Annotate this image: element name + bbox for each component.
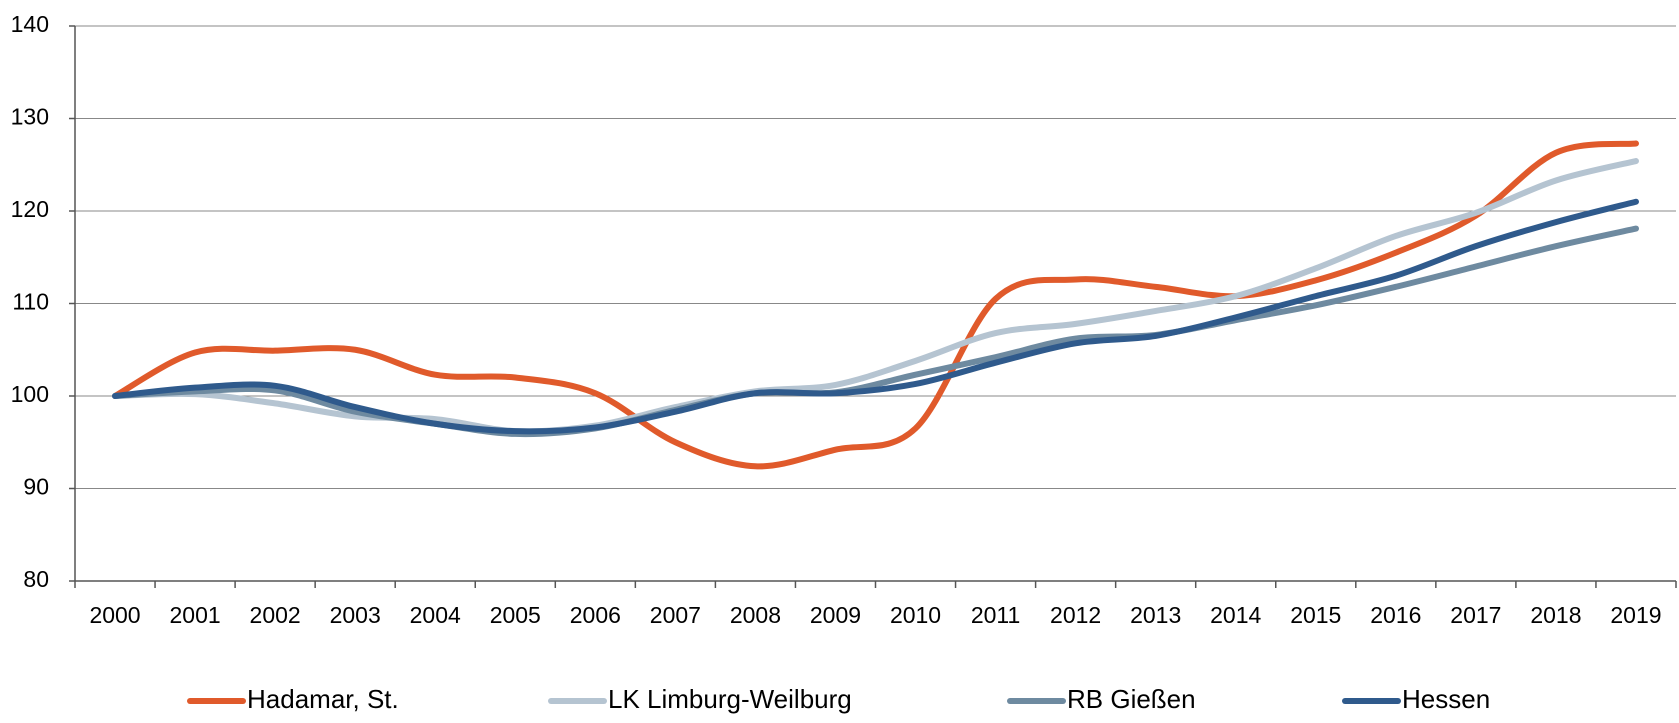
series-line — [112, 198, 1639, 435]
legend-label: LK Limburg-Weilburg — [608, 684, 852, 714]
x-tick-label: 2003 — [330, 602, 381, 628]
x-tick-label: 2016 — [1370, 602, 1421, 628]
y-tick-label: 140 — [11, 11, 49, 37]
x-tick-label: 2001 — [169, 602, 220, 628]
legend-label: Hessen — [1402, 684, 1490, 714]
y-tick-label: 90 — [23, 474, 49, 500]
series-line — [112, 140, 1639, 470]
x-tick-label: 2007 — [650, 602, 701, 628]
x-tick-label: 2009 — [810, 602, 861, 628]
x-tick-label: 2014 — [1210, 602, 1261, 628]
y-tick-label: 130 — [11, 104, 49, 130]
x-tick-label: 2004 — [410, 602, 461, 628]
x-tick-label: 2019 — [1610, 602, 1661, 628]
legend-label: Hadamar, St. — [247, 684, 399, 714]
x-tick-label: 2010 — [890, 602, 941, 628]
legend-label: RB Gießen — [1067, 684, 1196, 714]
y-tick-label: 80 — [23, 566, 49, 592]
x-tick-label: 2013 — [1130, 602, 1181, 628]
x-tick-label: 2008 — [730, 602, 781, 628]
x-tick-label: 2012 — [1050, 602, 1101, 628]
x-tick-label: 2011 — [971, 602, 1020, 628]
x-tick-label: 2005 — [490, 602, 541, 628]
x-tick-label: 2015 — [1290, 602, 1341, 628]
series-line — [112, 225, 1639, 438]
x-tick-label: 2006 — [570, 602, 621, 628]
x-tick-label: 2000 — [89, 602, 140, 628]
x-tick-label: 2002 — [250, 602, 301, 628]
y-tick-label: 120 — [11, 196, 49, 222]
x-tick-label: 2017 — [1450, 602, 1501, 628]
y-tick-label: 110 — [12, 289, 49, 315]
y-tick-label: 100 — [11, 381, 49, 407]
x-tick-label: 2018 — [1530, 602, 1581, 628]
